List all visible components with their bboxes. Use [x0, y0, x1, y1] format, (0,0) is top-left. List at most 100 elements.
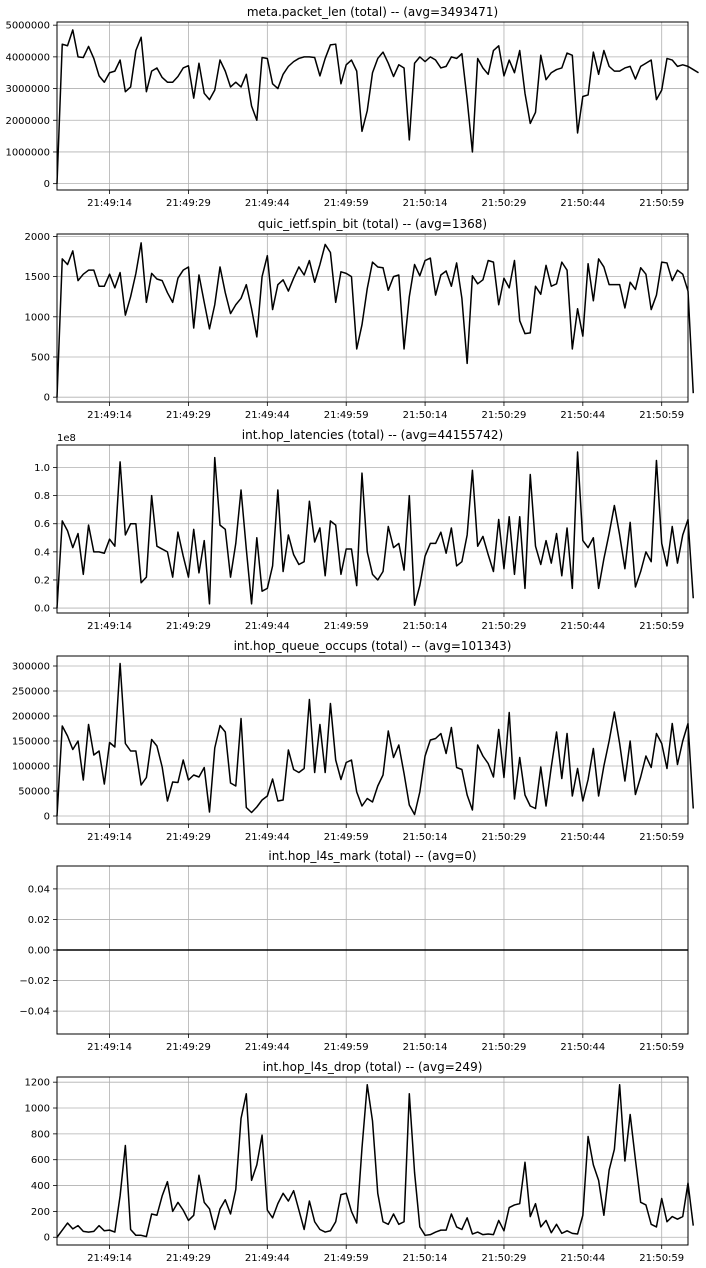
y-tick-label: 0.0: [34, 604, 50, 615]
x-tick-label: 21:49:14: [87, 832, 132, 843]
x-tick-label: 21:50:29: [481, 832, 526, 843]
x-tick-label: 21:49:59: [324, 1253, 369, 1264]
x-tick-label: 21:49:44: [245, 1042, 290, 1053]
y-tick-label: 0: [44, 393, 50, 404]
x-tick-label: 21:50:44: [560, 1253, 605, 1264]
x-tick-label: 21:49:44: [245, 832, 290, 843]
x-tick-label: 21:50:44: [560, 621, 605, 632]
y-tick-label: 1000: [25, 1104, 50, 1115]
y-tick-label: 600: [31, 1155, 50, 1166]
x-tick-label: 21:50:29: [481, 1253, 526, 1264]
y-tick-label: 0.8: [34, 491, 50, 502]
x-tick-label: 21:50:14: [403, 1253, 448, 1264]
series-line: [56, 451, 695, 609]
y-tick-label: 0.2: [34, 575, 50, 586]
y-tick-label: 1500: [25, 272, 50, 283]
axes-frame: [56, 233, 689, 403]
axes-frame: [56, 444, 689, 614]
x-tick-label: 21:49:14: [87, 1253, 132, 1264]
series-line: [56, 242, 695, 398]
x-tick-label: 21:50:59: [639, 832, 684, 843]
axes-frame: [56, 1076, 689, 1246]
x-tick-label: 21:49:29: [166, 1253, 211, 1264]
series-line: [56, 1084, 695, 1238]
axes-frame: [56, 21, 689, 191]
x-tick-label: 21:50:29: [481, 621, 526, 632]
x-tick-label: 21:50:29: [481, 410, 526, 421]
chart-title: int.hop_latencies (total) -- (avg=441557…: [242, 428, 503, 442]
x-tick-label: 21:50:14: [403, 198, 448, 209]
x-tick-label: 21:49:14: [87, 198, 132, 209]
y-tick-label: 1.0: [34, 463, 50, 474]
x-tick-label: 21:49:44: [245, 410, 290, 421]
y-tick-label: 0.02: [28, 915, 50, 926]
x-tick-label: 21:49:59: [324, 198, 369, 209]
x-tick-label: 21:50:44: [560, 198, 605, 209]
y-tick-label: 300000: [12, 662, 50, 673]
y-tick-label: 500: [31, 352, 50, 363]
y-tick-label: 1000: [25, 312, 50, 323]
y-tick-label: 1000000: [5, 147, 50, 158]
x-tick-label: 21:49:29: [166, 832, 211, 843]
axes-frame: [56, 655, 689, 825]
x-tick-label: 21:50:29: [481, 198, 526, 209]
x-tick-label: 21:49:44: [245, 1253, 290, 1264]
x-tick-label: 21:49:29: [166, 198, 211, 209]
y-tick-label: 250000: [12, 687, 50, 698]
x-tick-label: 21:49:44: [245, 198, 290, 209]
x-tick-label: 21:49:29: [166, 1042, 211, 1053]
x-tick-label: 21:49:29: [166, 621, 211, 632]
x-tick-label: 21:50:44: [560, 832, 605, 843]
y-tick-label: 5000000: [5, 21, 50, 32]
x-tick-label: 21:49:14: [87, 410, 132, 421]
y-tick-label: 800: [31, 1129, 50, 1140]
y-tick-label: 0.00: [28, 946, 50, 957]
y-tick-label: 2000: [25, 232, 50, 243]
y-tick-label: 200: [31, 1207, 50, 1218]
y-tick-label: 2000000: [5, 116, 50, 127]
x-tick-label: 21:49:59: [324, 621, 369, 632]
y-tick-label: 400: [31, 1181, 50, 1192]
y-tick-label: 0.4: [34, 547, 50, 558]
y-tick-label: 200000: [12, 712, 50, 723]
y-tick-label: 4000000: [5, 52, 50, 63]
y-tick-label: −0.04: [19, 1007, 50, 1018]
chart-title: int.hop_queue_occups (total) -- (avg=101…: [234, 639, 512, 653]
series-line: [56, 662, 695, 817]
y-tick-label: 100000: [12, 762, 50, 773]
y-tick-label: 150000: [12, 737, 50, 748]
x-tick-label: 21:50:59: [639, 621, 684, 632]
y-tick-label: 0: [44, 1233, 50, 1244]
y-tick-label: 0.6: [34, 519, 50, 530]
x-tick-label: 21:50:14: [403, 410, 448, 421]
axes-frame: [56, 865, 689, 1035]
x-tick-label: 21:50:59: [639, 1253, 684, 1264]
x-tick-label: 21:49:59: [324, 410, 369, 421]
x-tick-label: 21:50:44: [560, 410, 605, 421]
x-tick-label: 21:50:14: [403, 621, 448, 632]
x-tick-label: 21:49:14: [87, 1042, 132, 1053]
y-tick-label: 0: [44, 812, 50, 823]
x-tick-label: 21:50:59: [639, 410, 684, 421]
x-tick-label: 21:49:44: [245, 621, 290, 632]
x-tick-label: 21:49:14: [87, 621, 132, 632]
y-tick-label: 50000: [18, 787, 50, 798]
series-line: [56, 29, 699, 184]
x-tick-label: 21:50:59: [639, 198, 684, 209]
x-tick-label: 21:50:44: [560, 1042, 605, 1053]
chart-title: int.hop_l4s_mark (total) -- (avg=0): [268, 849, 476, 863]
x-tick-label: 21:50:59: [639, 1042, 684, 1053]
chart-title: quic_ietf.spin_bit (total) -- (avg=1368): [258, 217, 487, 231]
y-offset-label: 1e8: [57, 433, 76, 444]
y-tick-label: 3000000: [5, 84, 50, 95]
x-tick-label: 21:49:59: [324, 832, 369, 843]
chart-title: meta.packet_len (total) -- (avg=3493471): [247, 5, 498, 19]
y-tick-label: 0.04: [28, 884, 50, 895]
x-tick-label: 21:50:14: [403, 1042, 448, 1053]
y-tick-label: 0: [44, 179, 50, 190]
y-tick-label: 1200: [25, 1078, 50, 1089]
chart-title: int.hop_l4s_drop (total) -- (avg=249): [263, 1060, 483, 1074]
x-tick-label: 21:50:29: [481, 1042, 526, 1053]
x-tick-label: 21:49:29: [166, 410, 211, 421]
